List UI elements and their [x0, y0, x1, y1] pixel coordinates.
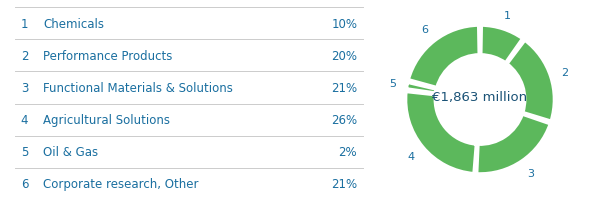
Text: 26%: 26%	[331, 114, 357, 126]
Wedge shape	[406, 83, 437, 94]
Text: Agricultural Solutions: Agricultural Solutions	[43, 114, 170, 126]
Text: 2%: 2%	[338, 146, 357, 158]
Text: 20%: 20%	[331, 50, 357, 62]
Text: €1,863 million: €1,863 million	[433, 91, 527, 104]
Text: 4: 4	[21, 114, 28, 126]
Text: 5: 5	[389, 78, 396, 88]
Text: 1: 1	[504, 10, 511, 20]
Wedge shape	[406, 92, 476, 174]
Text: 4: 4	[407, 152, 415, 162]
Text: 1: 1	[21, 18, 28, 30]
Text: 6: 6	[422, 25, 429, 35]
Text: 6: 6	[21, 178, 28, 190]
Text: 3: 3	[527, 169, 534, 178]
Text: Functional Materials & Solutions: Functional Materials & Solutions	[43, 82, 233, 94]
Text: 5: 5	[21, 146, 28, 158]
Text: Chemicals: Chemicals	[43, 18, 104, 30]
Text: Oil & Gas: Oil & Gas	[43, 146, 98, 158]
Text: 2: 2	[21, 50, 28, 62]
Text: 21%: 21%	[331, 82, 357, 94]
Wedge shape	[408, 26, 479, 88]
Wedge shape	[476, 114, 550, 174]
Text: 3: 3	[21, 82, 28, 94]
Text: Corporate research, Other: Corporate research, Other	[43, 178, 199, 190]
Wedge shape	[507, 41, 554, 122]
Text: Performance Products: Performance Products	[43, 50, 173, 62]
Text: 21%: 21%	[331, 178, 357, 190]
Wedge shape	[481, 26, 523, 64]
Text: 2: 2	[562, 68, 569, 78]
Text: 10%: 10%	[331, 18, 357, 30]
